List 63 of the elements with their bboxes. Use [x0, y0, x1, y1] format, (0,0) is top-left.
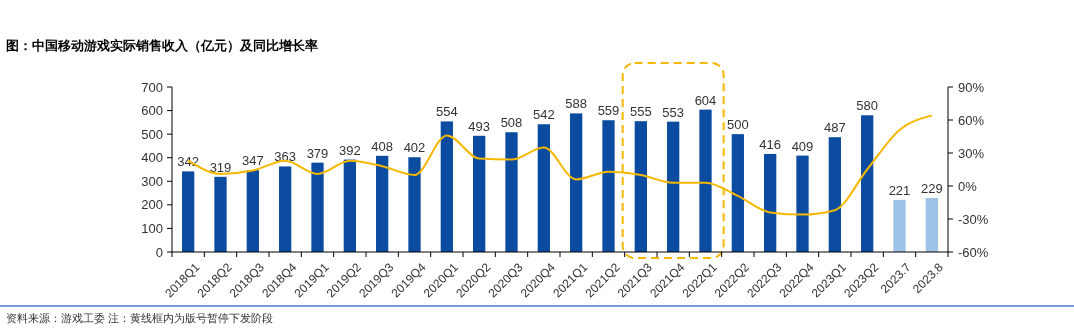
- data-label: 363: [274, 149, 297, 165]
- data-label: 319: [209, 159, 232, 175]
- bar: [634, 121, 647, 252]
- y2-tick-label: 90%: [958, 79, 985, 95]
- y2-tick-label: 30%: [958, 145, 985, 161]
- data-label: 554: [435, 104, 458, 120]
- bar: [214, 176, 227, 252]
- bar: [925, 198, 938, 252]
- y2-tick-label: -30%: [958, 211, 989, 227]
- y-tick-label: 0: [155, 244, 163, 260]
- bar: [279, 166, 292, 252]
- data-label: 493: [468, 118, 491, 134]
- data-label: 508: [500, 115, 523, 131]
- bar: [764, 153, 777, 252]
- data-label: 229: [920, 181, 943, 197]
- bar: [861, 115, 874, 252]
- data-label: 580: [856, 98, 879, 114]
- bar: [731, 134, 744, 252]
- data-label: 409: [791, 138, 814, 154]
- data-label: 402: [403, 140, 426, 156]
- y2-tick-label: 60%: [958, 112, 985, 128]
- text: 资料来源：游戏工委 注：黄线框内为版号暂停下发阶段: [6, 312, 274, 324]
- data-label: 542: [532, 107, 555, 123]
- y-tick-label: 500: [141, 126, 163, 142]
- y-tick-label: 100: [141, 220, 163, 236]
- y2-tick-label: 0%: [958, 178, 978, 194]
- bar: [246, 170, 259, 252]
- data-label: 379: [306, 145, 329, 161]
- data-label: 588: [565, 96, 588, 112]
- data-label: 604: [694, 92, 717, 108]
- bar: [408, 157, 421, 252]
- y2-tick-label: -60%: [958, 244, 989, 260]
- bar: [343, 159, 356, 252]
- y-tick-label: 300: [141, 173, 163, 189]
- bar: [699, 109, 712, 252]
- bar: [505, 132, 518, 252]
- y-tick-label: 400: [141, 150, 163, 166]
- y-tick-label: 200: [141, 197, 163, 213]
- bar: [440, 121, 453, 252]
- data-label: 408: [371, 138, 394, 154]
- data-label: 347: [241, 153, 264, 169]
- bar: [376, 155, 389, 252]
- bar: [796, 155, 809, 252]
- y-tick-label: 600: [141, 103, 163, 119]
- bar: [667, 121, 680, 252]
- bar: [537, 124, 550, 252]
- chart-title: 图：中国移动游戏实际销售收入（亿元）及同比增长率: [6, 38, 318, 53]
- data-label: 487: [823, 120, 846, 136]
- bar: [893, 199, 906, 252]
- data-label: 416: [759, 136, 782, 152]
- y-tick-label: 700: [141, 79, 163, 95]
- data-label: 559: [597, 103, 620, 119]
- bar: [473, 135, 486, 252]
- bar: [828, 137, 841, 252]
- data-label: 392: [338, 142, 361, 158]
- bar: [311, 162, 324, 252]
- bar: [182, 171, 195, 252]
- data-label: 553: [662, 104, 685, 120]
- data-label: 555: [629, 104, 652, 120]
- data-label: 500: [726, 117, 749, 133]
- data-label: 221: [888, 182, 911, 198]
- bar: [570, 113, 583, 252]
- bar: [602, 120, 615, 252]
